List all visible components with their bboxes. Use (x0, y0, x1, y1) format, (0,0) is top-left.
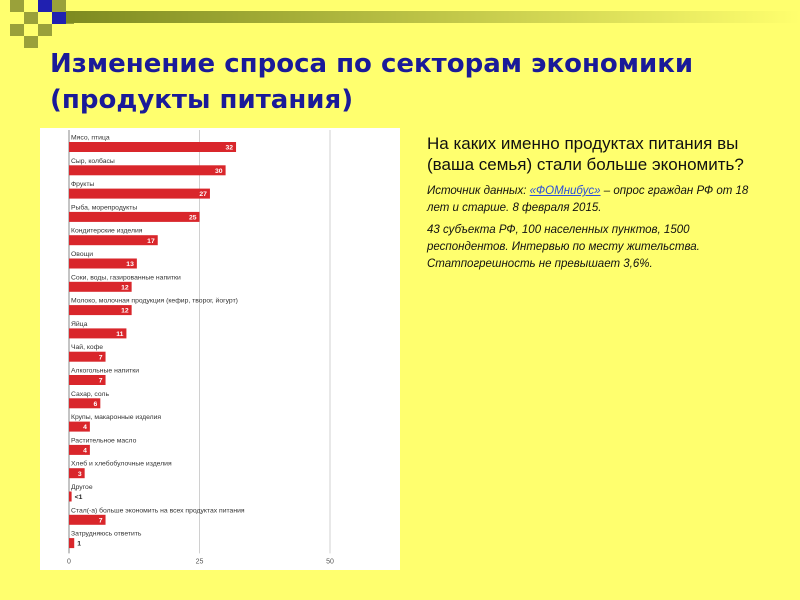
category-label: Сыр, колбасы (71, 157, 115, 165)
bar (69, 351, 106, 362)
category-label: Затрудняюсь ответить (71, 531, 142, 538)
data-label: 7 (99, 378, 103, 385)
bar (69, 211, 200, 222)
bar (69, 235, 158, 246)
category-label: Мясо, птица (71, 135, 110, 142)
data-label: 27 (199, 191, 207, 198)
bar (69, 281, 132, 292)
bar (69, 421, 90, 432)
source-link[interactable]: «ФОМнибус» (529, 185, 601, 197)
source-prefix: Источник данных: (427, 185, 527, 197)
source-suffix: – опрос граждан РФ от 18 лет и старше. 8… (427, 185, 749, 214)
category-label: Чай, кофе (71, 343, 103, 351)
data-label: 7 (99, 517, 103, 524)
data-label: 6 (94, 401, 98, 408)
chart-svg: 0 25 50 Мясо, птица 32 Сыр, колбасы 30 Фрукты 27… (67, 130, 334, 565)
bar (69, 468, 85, 479)
category-label: Крупы, макаронные изделия (71, 414, 161, 421)
category-label: Сахар, соль (71, 391, 109, 398)
category-label: Овощи (71, 251, 93, 258)
bar (69, 538, 75, 549)
x-tick-label: 0 (67, 558, 71, 565)
category-label: Фрукты (71, 181, 94, 188)
bar (69, 142, 237, 152)
bar (69, 328, 127, 339)
category-label: Соки, воды, газированные напитки (71, 274, 181, 281)
data-label: 13 (126, 261, 134, 268)
side-panel: На каких именно продуктах питания вы (ва… (427, 133, 757, 278)
bar (69, 165, 226, 176)
data-label: 4 (83, 424, 87, 431)
category-label: Алкогольные напитки (71, 368, 139, 375)
title-line-2: (продукты питания) (50, 85, 354, 115)
data-label: 12 (121, 308, 129, 315)
data-label: 25 (189, 215, 197, 222)
category-label: Растительное масло (71, 437, 137, 444)
data-label: 30 (215, 168, 223, 175)
data-label: 32 (225, 145, 233, 152)
category-label: Яйца (71, 320, 88, 328)
bar (69, 491, 72, 502)
x-tick-label: 50 (326, 558, 334, 565)
bar (69, 375, 106, 385)
data-label: <1 (75, 494, 83, 501)
page-title: Изменение спроса по секторам экономики (… (50, 46, 770, 118)
data-label: 3 (78, 471, 82, 478)
category-label: Рыба, морепродукты (71, 203, 137, 211)
x-tick-label: 25 (196, 558, 204, 565)
bar (69, 398, 101, 409)
bar (69, 305, 132, 316)
data-label: 4 (83, 448, 87, 455)
data-label: 17 (147, 238, 155, 245)
data-label: 7 (99, 354, 103, 361)
category-label: Другое (71, 484, 93, 491)
category-label: Хлеб и хлебобулочные изделия (71, 460, 172, 468)
category-label: Стал(-а) больше экономить на всех продук… (71, 506, 245, 514)
bar (69, 444, 90, 455)
source-note: Источник данных: «ФОМнибус» – опрос граж… (427, 183, 757, 217)
decorative-squares (10, 0, 800, 48)
survey-question: На каких именно продуктах питания вы (ва… (427, 134, 744, 174)
category-label: Молоко, молочная продукция (кефир, творо… (71, 297, 238, 305)
title-line-1: Изменение спроса по секторам экономики (50, 49, 694, 79)
bar-chart: 0 25 50 Мясо, птица 32 Сыр, колбасы 30 Фрукты 27… (40, 128, 400, 570)
bar (69, 258, 137, 269)
bar (69, 514, 106, 525)
category-label: Кондитерские изделия (71, 228, 143, 235)
method-note: 43 субъекта РФ, 100 населенных пунктов, … (427, 224, 700, 270)
data-label: 1 (77, 541, 81, 548)
data-label: 11 (116, 331, 123, 338)
bar (69, 188, 210, 199)
data-label: 12 (121, 284, 129, 291)
